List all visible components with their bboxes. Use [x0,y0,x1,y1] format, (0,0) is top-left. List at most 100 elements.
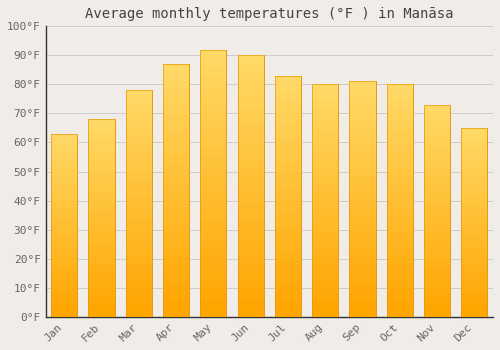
Bar [88,119,115,126]
Bar [275,76,301,84]
Bar [462,241,487,247]
Bar [275,148,301,156]
Bar [275,276,301,285]
Bar [312,185,338,193]
Bar [350,278,376,286]
Bar [88,297,115,304]
Bar [163,64,189,317]
Bar [350,82,376,317]
Bar [424,175,450,182]
Bar [88,178,115,185]
Bar [350,199,376,207]
Bar [424,112,450,119]
Bar [462,222,487,229]
Bar [424,147,450,154]
Bar [238,116,264,125]
Bar [238,64,264,73]
Bar [163,292,189,300]
Bar [200,210,226,219]
Bar [126,188,152,196]
Bar [424,232,450,239]
Bar [88,290,115,297]
Bar [387,146,413,154]
Bar [312,131,338,139]
Bar [88,198,115,205]
Bar [126,90,152,317]
Bar [51,304,78,311]
Bar [275,204,301,212]
Bar [51,262,78,268]
Bar [424,218,450,225]
Bar [126,135,152,143]
Bar [275,84,301,92]
Bar [275,76,301,317]
Bar [424,190,450,197]
Bar [126,287,152,294]
Bar [462,310,487,317]
Bar [387,232,413,239]
Bar [350,121,376,128]
Bar [350,97,376,105]
Bar [424,126,450,133]
Bar [462,134,487,141]
Bar [200,237,226,246]
Bar [88,192,115,198]
Bar [126,234,152,241]
Bar [51,256,78,262]
Bar [238,256,264,265]
Bar [163,266,189,275]
Bar [126,302,152,309]
Bar [387,278,413,286]
Bar [126,98,152,105]
Bar [387,201,413,208]
Bar [350,231,376,238]
Bar [200,130,226,139]
Bar [424,204,450,211]
Bar [126,294,152,302]
Bar [126,113,152,120]
Bar [275,196,301,204]
Bar [88,211,115,218]
Bar [350,82,376,317]
Bar [163,182,189,190]
Bar [312,239,338,247]
Bar [462,273,487,279]
Bar [462,292,487,298]
Bar [462,153,487,160]
Bar [387,84,413,317]
Bar [200,94,226,103]
Bar [200,58,226,67]
Bar [275,164,301,172]
Bar [163,216,189,224]
Bar [126,150,152,158]
Bar [200,272,226,281]
Bar [88,165,115,172]
Bar [163,232,189,241]
Bar [350,254,376,262]
Bar [462,128,487,317]
Bar [462,128,487,317]
Bar [350,286,376,293]
Bar [88,218,115,225]
Bar [350,215,376,223]
Bar [88,126,115,132]
Bar [163,199,189,207]
Bar [275,108,301,116]
Bar [200,76,226,85]
Bar [424,239,450,246]
Bar [462,247,487,254]
Bar [312,201,338,208]
Bar [126,256,152,264]
Bar [462,184,487,191]
Bar [200,121,226,130]
Bar [275,229,301,237]
Bar [275,301,301,309]
Bar [238,247,264,256]
Bar [462,203,487,210]
Bar [387,309,413,317]
Bar [238,99,264,108]
Bar [424,133,450,140]
Bar [163,250,189,258]
Bar [424,119,450,126]
Bar [200,263,226,272]
